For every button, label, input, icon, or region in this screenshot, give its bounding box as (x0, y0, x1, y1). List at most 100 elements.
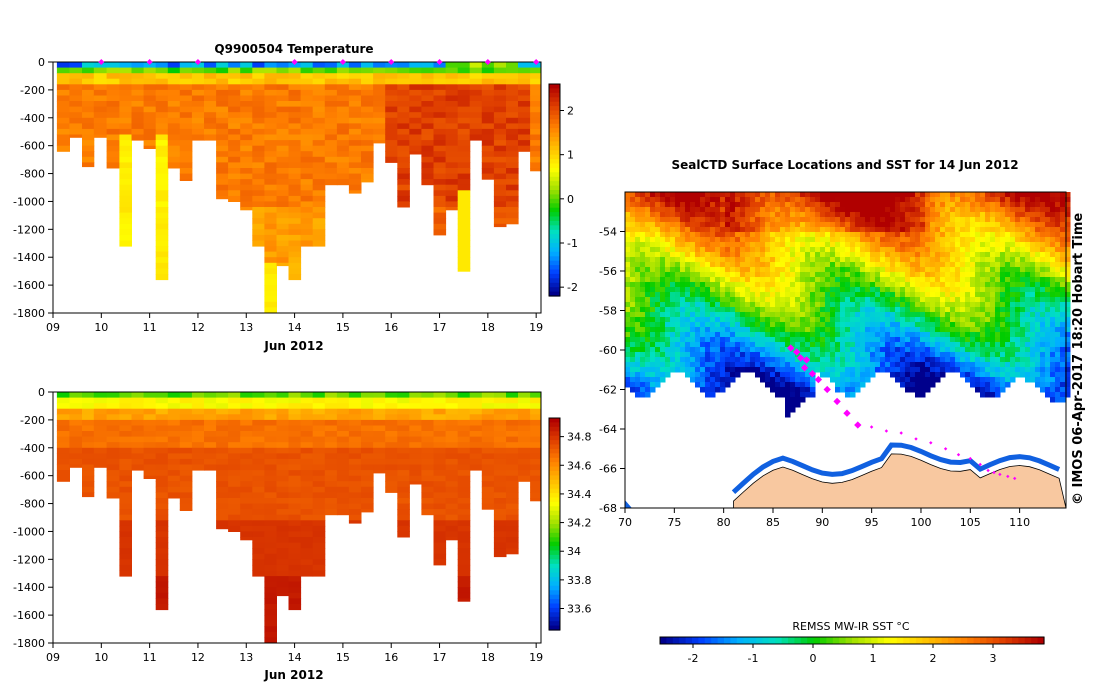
salinity-cell (445, 470, 459, 477)
sst-cell (840, 227, 846, 233)
salinity-cell (191, 392, 205, 399)
sst-cell (1010, 272, 1016, 278)
temperature-cell (385, 95, 398, 102)
temperature-cell (457, 84, 471, 91)
sst-cell (665, 262, 671, 268)
temperature-cell (300, 151, 314, 158)
temperature-cell (179, 117, 193, 124)
sst-cell (905, 272, 911, 278)
sst-cell (640, 222, 646, 228)
sst-cell (760, 292, 766, 298)
salinity-cell (493, 392, 507, 399)
sst-cell (770, 322, 776, 328)
salinity-cell (288, 587, 302, 594)
salinity-cell (264, 514, 277, 521)
sst-cell (755, 222, 761, 228)
sst-cell (875, 222, 881, 228)
sst-cell (780, 192, 786, 198)
temperature-cell (433, 73, 447, 80)
sst-cell (930, 287, 936, 293)
sst-cell (1045, 267, 1051, 273)
sst-cell (1050, 322, 1056, 328)
sst-cell (810, 337, 816, 343)
sst-cell (975, 227, 981, 233)
temperature-cell (506, 78, 519, 85)
sst-cell (815, 337, 821, 343)
sst-cell (915, 317, 921, 323)
sst-cell (935, 282, 941, 288)
salinity-cell (457, 447, 471, 454)
sst-cell (720, 297, 726, 303)
sst-cell (705, 317, 711, 323)
sst-cell (1015, 332, 1021, 338)
salinity-cell (69, 397, 83, 404)
sst-cell (700, 312, 706, 318)
sst-cell (885, 312, 891, 318)
salinity-cell (324, 392, 338, 399)
sst-cell (1055, 192, 1061, 198)
salinity-cell (191, 442, 205, 449)
sst-cell (1025, 212, 1031, 218)
salinity-cell (457, 436, 471, 443)
sst-cell (700, 277, 706, 283)
sst-cell (945, 207, 951, 213)
sst-cell (725, 332, 731, 338)
sst-cell (990, 257, 996, 263)
sst-cell (730, 282, 736, 288)
sst-cell (930, 257, 936, 263)
sst-cell (920, 327, 926, 333)
sst-cell (775, 257, 781, 263)
sst-cell (865, 337, 871, 343)
sst-cell (820, 332, 826, 338)
sst-cell (1010, 207, 1016, 213)
sst-cell (965, 302, 971, 308)
temperature-cell (179, 162, 193, 169)
sst-cell (710, 307, 716, 313)
sst-cell (640, 257, 646, 263)
sst-cell (855, 222, 861, 228)
sst-cell (670, 307, 676, 313)
salinity-cell (300, 464, 314, 471)
sst-cell (970, 227, 976, 233)
temperature-cell (493, 195, 507, 202)
sst-cell (680, 292, 686, 298)
salinity-y-tick-label: -1000 (13, 525, 45, 538)
sst-cell (680, 347, 686, 353)
sst-cell (765, 252, 771, 258)
sst-cell (965, 317, 971, 323)
sst-cell (990, 342, 996, 348)
sst-cell (990, 222, 996, 228)
sst-cell (940, 207, 946, 213)
salinity-cell (300, 481, 314, 488)
sst-cell (755, 207, 761, 213)
salinity-cell (506, 531, 519, 538)
temperature-colorbar-segment (549, 159, 560, 165)
sst-cell (1020, 252, 1026, 258)
sst-cell (870, 202, 876, 208)
salinity-cell (276, 587, 290, 594)
sst-cell (710, 297, 716, 303)
sst-cell (965, 257, 971, 263)
salinity-cell (397, 442, 410, 449)
salinity-cell (457, 537, 471, 544)
sst-cell (985, 322, 991, 328)
temperature-cell (457, 246, 471, 253)
sst-cell (910, 287, 916, 293)
salinity-cell (433, 514, 447, 521)
salinity-cell (288, 576, 302, 583)
sst-cell (670, 237, 676, 243)
sst-cell (1045, 252, 1051, 258)
temperature-cell (216, 162, 229, 169)
temperature-cell (493, 190, 507, 197)
salinity-cell (348, 464, 362, 471)
salinity-cell (409, 458, 422, 465)
sst-cell (870, 292, 876, 298)
salinity-cell (493, 475, 507, 482)
sst-cell (670, 207, 676, 213)
sst-cell (705, 197, 711, 203)
sst-cell (870, 282, 876, 288)
sst-cell (780, 197, 786, 203)
temperature-cell (361, 128, 374, 135)
salinity-cell (409, 453, 422, 460)
sst-cell (1065, 252, 1071, 258)
